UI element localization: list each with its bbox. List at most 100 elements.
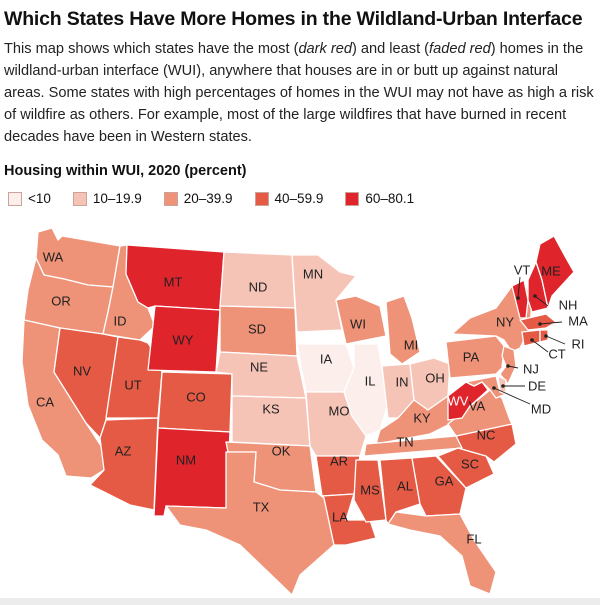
leader-MD: [493, 387, 531, 405]
legend-item-bin-1: 10–19.9: [72, 191, 142, 206]
state-TX[interactable]: [165, 451, 335, 596]
state-label-FL: FL: [466, 531, 481, 546]
state-label-VA: VA: [469, 398, 486, 413]
state-label-VT: VT: [514, 262, 531, 277]
state-label-MS: MS: [360, 482, 380, 497]
state-label-NY: NY: [496, 314, 514, 329]
legend-item-bin-0: <10: [8, 191, 51, 206]
state-label-SD: SD: [248, 321, 266, 336]
state-MN[interactable]: [291, 254, 357, 333]
state-RI[interactable]: [539, 329, 549, 343]
state-label-WV: WV: [448, 393, 469, 408]
leader-dot-MD: [492, 386, 496, 390]
state-label-ID: ID: [114, 313, 127, 328]
state-label-NM: NM: [176, 452, 196, 467]
state-label-leaders: [492, 276, 566, 405]
state-label-ME: ME: [541, 263, 561, 278]
state-label-SC: SC: [461, 456, 479, 471]
state-NM[interactable]: [153, 427, 231, 517]
state-MI[interactable]: [385, 295, 421, 365]
leader-VT: [517, 276, 521, 299]
state-label-PA: PA: [463, 349, 480, 364]
state-label-IN: IN: [396, 374, 409, 389]
map-title: Which States Have More Homes in the Wild…: [4, 8, 583, 30]
state-VT[interactable]: [511, 279, 529, 319]
state-label-CO: CO: [186, 389, 206, 404]
state-label-MN: MN: [303, 266, 323, 281]
state-label-GA: GA: [435, 473, 454, 488]
leader-dot-NJ: [506, 364, 510, 368]
leader-MA: [539, 321, 563, 325]
state-MA[interactable]: [519, 313, 557, 331]
state-label-WA: WA: [43, 249, 64, 264]
leader-NH: [534, 295, 549, 307]
leader-RI: [545, 335, 566, 345]
state-label-WY: WY: [173, 332, 194, 347]
state-LA[interactable]: [321, 493, 377, 546]
state-NC[interactable]: [455, 423, 517, 463]
state-label-MD: MD: [531, 401, 551, 416]
state-WI[interactable]: [335, 295, 387, 345]
state-labels: WA OR CA ID NV UT AZ MT WY CO NM ND SD N…: [36, 249, 588, 546]
state-label-AR: AR: [330, 453, 348, 468]
legend-label-0: <10: [28, 191, 51, 206]
state-label-IL: IL: [365, 373, 376, 388]
state-NY[interactable]: [451, 285, 533, 353]
state-label-NC: NC: [477, 427, 496, 442]
state-label-OK: OK: [272, 443, 291, 458]
state-label-NJ: NJ: [523, 361, 539, 376]
state-label-NH: NH: [559, 297, 578, 312]
map-description: This map shows which states have the mos…: [4, 38, 596, 148]
legend-item-bin-3: 40–59.9: [254, 191, 324, 206]
legend-swatch-2: [163, 191, 178, 206]
state-label-CA: CA: [36, 394, 54, 409]
legend-swatch-3: [254, 191, 269, 206]
state-label-NE: NE: [250, 359, 268, 374]
state-label-KS: KS: [262, 401, 280, 416]
state-label-NV: NV: [73, 363, 91, 378]
description-part-2: ) and least (: [351, 41, 430, 57]
leader-dot-DE: [501, 384, 505, 388]
state-label-MA: MA: [568, 313, 588, 328]
state-MD[interactable]: [465, 375, 507, 399]
state-label-WI: WI: [350, 316, 366, 331]
state-label-RI: RI: [572, 336, 585, 351]
state-label-UT: UT: [124, 377, 141, 392]
leader-CT: [531, 339, 549, 353]
legend-item-bin-4: 60–80.1: [345, 191, 414, 206]
state-label-MT: MT: [164, 274, 183, 289]
legend-label-1: 10–19.9: [92, 191, 142, 206]
state-label-MO: MO: [329, 403, 350, 418]
bottom-divider: [0, 598, 600, 605]
state-label-TN: TN: [396, 434, 413, 449]
leader-dot-CT: [530, 338, 534, 342]
state-label-MI: MI: [404, 337, 418, 352]
state-label-OH: OH: [425, 370, 445, 385]
state-MS[interactable]: [353, 459, 387, 523]
description-dark-red: dark red: [298, 41, 352, 57]
state-label-OR: OR: [51, 293, 71, 308]
legend-swatch-0: [8, 191, 22, 206]
legend-label-2: 20–39.9: [183, 191, 233, 206]
leader-dot-MA: [538, 322, 542, 326]
legend-swatch-1: [72, 191, 87, 206]
state-label-KY: KY: [413, 410, 431, 425]
state-IL[interactable]: [343, 343, 389, 437]
legend-title: Housing within WUI, 2020 (percent): [4, 163, 247, 179]
state-label-AZ: AZ: [115, 443, 132, 458]
state-label-TX: TX: [253, 499, 270, 514]
state-FL[interactable]: [387, 511, 497, 595]
state-label-DE: DE: [528, 378, 546, 393]
state-label-AL: AL: [397, 478, 413, 493]
leader-dot-RI: [544, 334, 548, 338]
state-label-CT: CT: [548, 346, 565, 361]
legend-label-3: 40–59.9: [274, 191, 324, 206]
legend: <10 10–19.9 20–39.9 40–59.9 60–80.1: [8, 191, 436, 206]
state-label-LA: LA: [332, 509, 348, 524]
state-ME[interactable]: [535, 235, 575, 309]
legend-swatch-4: [345, 191, 360, 206]
description-part-1: This map shows which states have the mos…: [4, 41, 299, 57]
state-label-ND: ND: [249, 279, 268, 294]
state-SC[interactable]: [437, 447, 495, 489]
state-label-IA: IA: [320, 351, 333, 366]
